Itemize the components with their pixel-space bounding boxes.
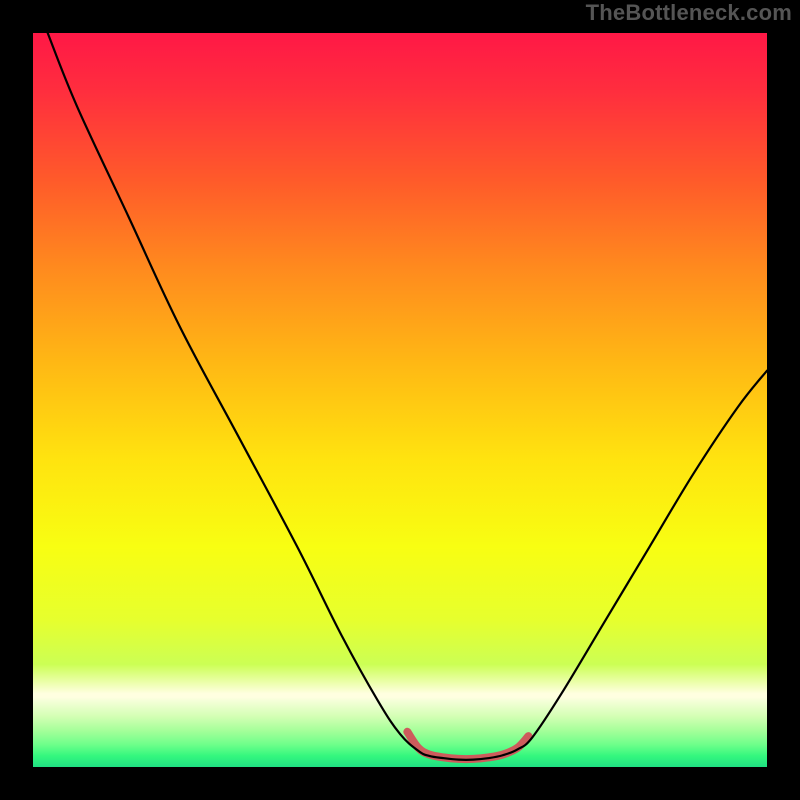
- plot-area: [33, 33, 767, 767]
- watermark-text: TheBottleneck.com: [586, 0, 792, 26]
- chart-svg: [33, 33, 767, 767]
- chart-root: TheBottleneck.com: [0, 0, 800, 800]
- plot-background: [33, 33, 767, 767]
